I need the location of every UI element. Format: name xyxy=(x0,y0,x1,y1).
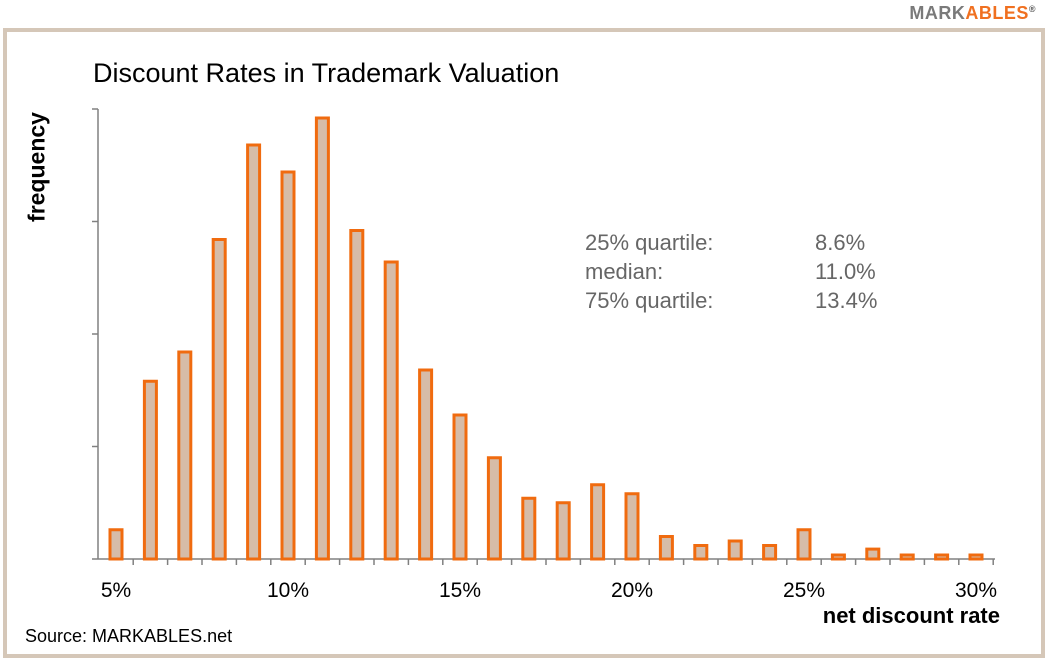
bar-30pct xyxy=(968,553,984,561)
bar-24pct xyxy=(762,544,778,561)
stat-row-q1: 25% quartile: 8.6% xyxy=(585,228,877,257)
x-tick-label: 30% xyxy=(955,579,997,602)
bar-27pct xyxy=(865,547,881,561)
chart-title: Discount Rates in Trademark Valuation xyxy=(93,58,560,88)
bar-23pct xyxy=(727,539,743,561)
source-note: Source: MARKABLES.net xyxy=(25,626,233,646)
registered-mark: ® xyxy=(1028,4,1036,14)
stat-value: 11.0% xyxy=(815,259,876,284)
bar-22pct xyxy=(693,544,709,561)
bars xyxy=(108,116,984,561)
bar-19pct xyxy=(590,483,606,561)
bar-14pct xyxy=(418,368,434,561)
markables-logo: MARKABLES® xyxy=(909,3,1036,24)
bar-21pct xyxy=(658,535,674,561)
bar-9pct xyxy=(246,143,262,561)
bar-17pct xyxy=(521,496,537,561)
x-tick-label: 25% xyxy=(783,579,825,602)
logo-text-mark: MARK xyxy=(909,3,966,23)
bar-28pct xyxy=(899,553,915,561)
bar-7pct xyxy=(177,350,193,561)
logo-text-ables: ABLES xyxy=(965,3,1029,23)
bar-13pct xyxy=(383,260,399,561)
bar-6pct xyxy=(142,379,158,561)
stat-value: 8.6% xyxy=(815,230,866,255)
bar-8pct xyxy=(211,238,227,561)
x-tick-label: 20% xyxy=(611,579,653,602)
bar-10pct xyxy=(280,170,296,561)
bar-25pct xyxy=(796,528,812,561)
bar-29pct xyxy=(934,553,950,561)
stat-row-q3: 75% quartile: 13.4% xyxy=(585,286,877,315)
bar-15pct xyxy=(452,413,468,561)
stat-label: 75% quartile: xyxy=(585,288,714,313)
quartile-stats: 25% quartile: 8.6% median: 11.0% 75% quart… xyxy=(585,228,877,315)
x-tick-label: 10% xyxy=(267,579,309,602)
x-tick-label: 5% xyxy=(101,579,131,602)
bar-16pct xyxy=(486,456,502,561)
x-axis-label: net discount rate xyxy=(822,603,1000,628)
bar-20pct xyxy=(624,492,640,561)
bar-18pct xyxy=(555,501,571,561)
x-tick-label: 15% xyxy=(439,579,481,602)
stat-label: 25% quartile: xyxy=(585,230,714,255)
stat-row-median: median: 11.0% xyxy=(585,257,877,286)
stat-label: median: xyxy=(585,259,664,284)
axes xyxy=(92,108,995,565)
stat-value: 13.4% xyxy=(815,288,878,313)
bar-12pct xyxy=(349,229,365,561)
bar-5pct xyxy=(108,528,124,561)
x-tick-labels: 5% 10% 15% 20% 25% 30% xyxy=(101,579,997,602)
bar-26pct xyxy=(830,553,846,561)
bar-11pct xyxy=(314,116,330,561)
